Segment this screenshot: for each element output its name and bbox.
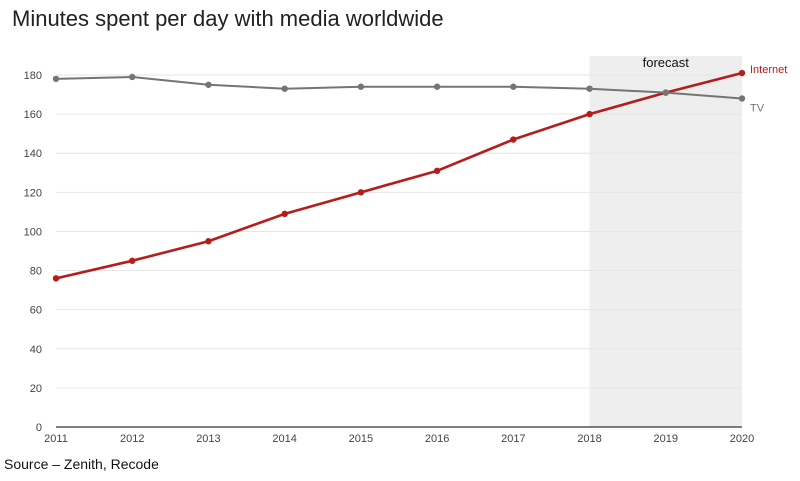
data-point-internet <box>510 136 517 143</box>
source-note: Source – Zenith, Recode <box>4 456 159 472</box>
data-point-internet <box>281 210 288 218</box>
data-point-internet <box>433 167 441 175</box>
data-point-tv <box>586 85 593 92</box>
data-point-internet <box>738 69 746 77</box>
y-tick-label: 180 <box>24 70 42 82</box>
y-tick-label: 140 <box>24 148 42 160</box>
data-point-tv <box>433 83 441 90</box>
forecast-label: forecast <box>643 55 690 70</box>
x-tick-label: 2012 <box>120 433 144 445</box>
series-line-internet <box>55 71 743 280</box>
y-tick-label: 80 <box>30 266 42 278</box>
x-tick-label: 2013 <box>196 433 220 445</box>
forecast-region <box>589 56 742 427</box>
data-point-tv <box>281 85 288 92</box>
series-label-tv: TV <box>750 102 765 114</box>
x-tick-label: 2014 <box>272 433 296 445</box>
data-point-internet <box>52 275 60 282</box>
x-tick-label: 2018 <box>577 433 601 445</box>
x-tick-label: 2019 <box>654 433 678 445</box>
data-point-tv <box>357 83 365 90</box>
y-tick-label: 160 <box>24 109 42 121</box>
data-point-tv <box>205 81 212 88</box>
y-tick-label: 60 <box>30 305 42 317</box>
x-tick-label: 2015 <box>349 433 373 445</box>
x-tick-label: 2016 <box>425 433 449 445</box>
series-label-internet: Internet <box>750 64 787 76</box>
data-point-tv <box>738 95 746 102</box>
y-tick-label: 120 <box>24 187 42 199</box>
y-tick-label: 40 <box>30 344 42 356</box>
data-point-internet <box>205 238 212 245</box>
data-point-internet <box>357 189 365 196</box>
data-point-tv <box>52 75 60 83</box>
series-line-tv <box>55 75 743 100</box>
chart-title: Minutes spent per day with media worldwi… <box>12 6 444 31</box>
data-point-internet <box>129 257 136 264</box>
y-tick-label: 20 <box>30 383 42 395</box>
x-tick-label: 2020 <box>730 433 754 445</box>
data-point-tv <box>662 89 669 96</box>
data-point-internet <box>586 110 593 118</box>
y-tick-label: 0 <box>36 422 42 434</box>
y-tick-label: 100 <box>24 226 42 238</box>
x-tick-label: 2017 <box>501 433 525 445</box>
data-point-tv <box>510 83 517 90</box>
x-tick-label: 2011 <box>44 433 68 445</box>
data-point-tv <box>129 73 136 81</box>
